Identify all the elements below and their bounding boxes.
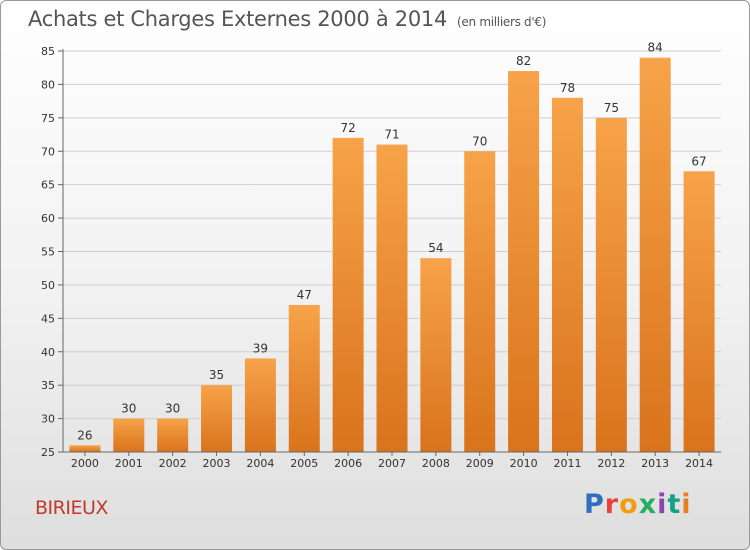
- y-tick-label: 80: [41, 78, 55, 91]
- axes: 25 30 35 40 45 50 55 60 65 70 75 80 85 2000 2001 2002 20…: [41, 45, 721, 470]
- bar-2011: [551, 97, 583, 453]
- bar-2004: [244, 358, 276, 452]
- y-tick-label: 85: [41, 45, 55, 58]
- y-tick-label: 30: [41, 413, 55, 426]
- y-tick-label: 35: [41, 379, 55, 392]
- value-label: 84: [648, 41, 663, 55]
- bar-2005: [288, 304, 320, 452]
- y-tick-label: 70: [41, 145, 55, 158]
- value-label: 39: [253, 341, 268, 355]
- bar-2003: [201, 385, 233, 452]
- logo-letter: x: [638, 489, 658, 520]
- y-tick-label: 40: [41, 346, 55, 359]
- x-tick-label: 2012: [597, 457, 625, 470]
- commune-name: BIRIEUX: [35, 497, 108, 519]
- x-tick-label: 2002: [159, 457, 187, 470]
- bar-2006: [332, 137, 364, 452]
- value-label: 72: [340, 121, 355, 135]
- y-tick-label: 45: [41, 312, 55, 325]
- x-tick-label: 2011: [553, 457, 581, 470]
- bar-2007: [376, 144, 408, 453]
- bar-2013: [639, 57, 671, 452]
- value-label: 47: [297, 288, 312, 302]
- x-tick-label: 2010: [510, 457, 538, 470]
- title-text: Achats et Charges Externes 2000 à 2014: [28, 7, 448, 31]
- bar-2008: [420, 258, 452, 452]
- value-label: 67: [691, 154, 706, 168]
- logo-letter: P: [584, 489, 605, 520]
- logo-letter: i: [681, 489, 692, 520]
- value-label: 35: [209, 368, 224, 382]
- unit-text: (en milliers d'€): [457, 15, 547, 29]
- y-tick-label: 75: [41, 112, 55, 125]
- proxiti-logo[interactable]: Proxiti: [584, 489, 692, 520]
- bar-2000: [69, 445, 101, 452]
- x-tick-label: 2014: [685, 457, 713, 470]
- bar-2001: [113, 418, 145, 452]
- y-tick-label: 60: [41, 212, 55, 225]
- value-label: 54: [428, 241, 443, 255]
- y-tick-label: 55: [41, 246, 55, 259]
- y-tick-label: 65: [41, 179, 55, 192]
- x-tick-label: 2001: [115, 457, 143, 470]
- x-tick-label: 2007: [378, 457, 406, 470]
- value-label: 82: [516, 54, 531, 68]
- bar-2009: [464, 151, 496, 452]
- value-label: 70: [472, 134, 487, 148]
- value-label: 30: [165, 402, 180, 416]
- value-label: 75: [604, 101, 619, 115]
- bar-2002: [157, 418, 189, 452]
- logo-letter: o: [619, 489, 639, 520]
- x-tick-label: 2000: [71, 457, 99, 470]
- x-tick-label: 2009: [466, 457, 494, 470]
- value-label: 30: [121, 402, 136, 416]
- y-tick-label: 50: [41, 279, 55, 292]
- x-tick-label: 2013: [641, 457, 669, 470]
- x-tick-label: 2005: [290, 457, 318, 470]
- value-label: 78: [560, 81, 575, 95]
- bar-2014: [683, 171, 715, 453]
- bar-2012: [595, 117, 627, 452]
- value-label: 71: [384, 128, 399, 142]
- bars: 26 30 30 35 39 47 72 71 54 70 82 78 75 84 67: [69, 41, 715, 453]
- logo-letter: r: [604, 489, 620, 520]
- chart-title: Achats et Charges Externes 2000 à 2014 (e…: [28, 7, 546, 31]
- x-tick-label: 2004: [246, 457, 274, 470]
- bar-2010: [508, 71, 540, 453]
- logo-letter: i: [657, 489, 668, 520]
- value-label: 26: [77, 428, 92, 442]
- y-tick-label: 25: [41, 446, 55, 459]
- x-tick-label: 2003: [203, 457, 231, 470]
- logo-letter: t: [667, 489, 682, 520]
- x-tick-label: 2006: [334, 457, 362, 470]
- x-tick-label: 2008: [422, 457, 450, 470]
